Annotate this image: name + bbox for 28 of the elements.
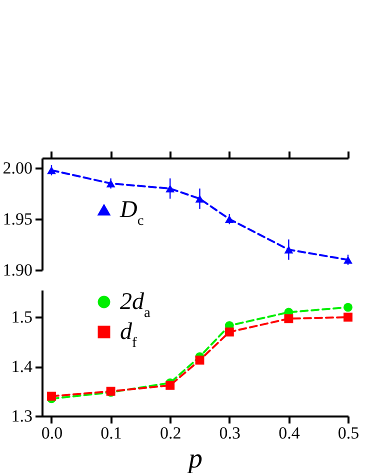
- y-tick-label: 1.90: [2, 260, 32, 280]
- legend-label: 2d$_{a}$: [120, 289, 151, 321]
- legend-label: d$_{f}$: [120, 319, 137, 351]
- x-tick-label: 0.0: [41, 424, 63, 442]
- point: [344, 312, 352, 322]
- point: [284, 246, 294, 254]
- y-tick-label: 2.00: [2, 158, 32, 178]
- x-tick-label: 0.5: [338, 424, 360, 442]
- y-tick-label: 1.4: [11, 357, 33, 376]
- point: [224, 215, 234, 223]
- x-tick-label: 0.1: [100, 424, 122, 442]
- point: [166, 380, 175, 390]
- y-tick-label: 1.3: [11, 406, 32, 426]
- y-tick-label: 1.95: [2, 210, 32, 229]
- x-tick-label: 0.2: [160, 424, 182, 442]
- point: [224, 328, 234, 336]
- x-tick-label: 0.3: [219, 424, 241, 442]
- x-tick-label: 0.4: [278, 424, 300, 442]
- legend-label: D$_{c}$: [119, 197, 144, 229]
- point: [195, 194, 204, 203]
- point: [195, 356, 204, 365]
- point: [106, 180, 116, 188]
- point: [166, 184, 175, 192]
- point: [47, 166, 56, 174]
- point: [344, 302, 352, 312]
- y-tick-label: 1.5: [11, 308, 32, 327]
- point: [47, 392, 56, 401]
- point: [284, 314, 294, 324]
